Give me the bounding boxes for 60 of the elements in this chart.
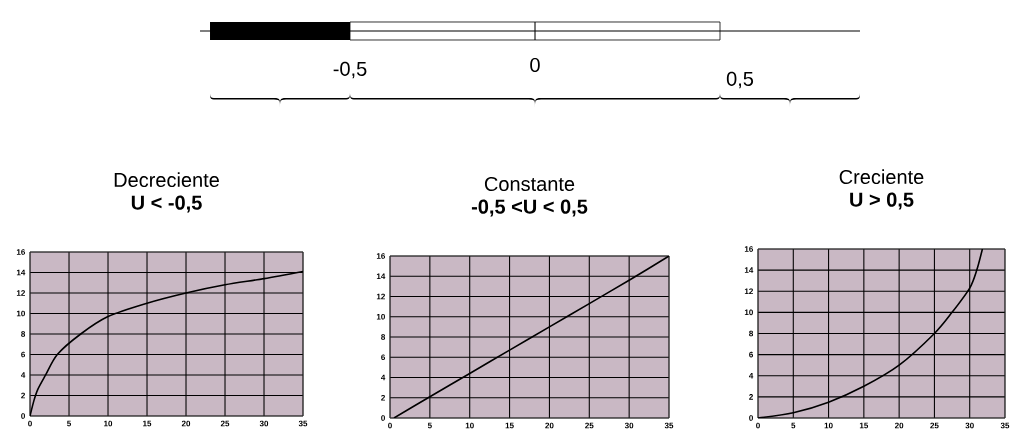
x-tick-label: 10 xyxy=(824,422,833,429)
y-tick-label: 6 xyxy=(381,354,386,361)
y-tick-label: 0 xyxy=(21,413,25,419)
x-tick-label: 0 xyxy=(756,422,760,429)
x-tick-label: 25 xyxy=(930,422,939,429)
y-tick-label: 2 xyxy=(749,394,753,400)
x-tick-label: 5 xyxy=(67,420,72,427)
x-tick-label: 25 xyxy=(585,422,594,429)
chart-subtitle: U < -0,5 xyxy=(131,195,202,213)
x-tick-label: 35 xyxy=(664,422,674,429)
y-tick-label: 14 xyxy=(16,269,26,276)
y-tick-label: 12 xyxy=(744,288,753,295)
y-tick-label: 8 xyxy=(21,331,26,337)
x-tick-label: 25 xyxy=(220,420,230,427)
y-tick-label: 2 xyxy=(381,394,385,401)
x-tick-label: 15 xyxy=(143,420,152,427)
x-tick-label: 35 xyxy=(1000,422,1010,429)
y-tick-label: 10 xyxy=(16,310,25,317)
y-tick-label: 4 xyxy=(380,374,386,381)
chart-title: Decreciente xyxy=(114,172,219,188)
text: 0,5 xyxy=(726,71,754,89)
x-tick-label: 0 xyxy=(388,422,392,429)
x-tick-label: 10 xyxy=(104,420,113,427)
x-tick-label: 5 xyxy=(791,422,796,429)
x-tick-label: 5 xyxy=(427,422,432,429)
y-tick-label: 6 xyxy=(749,351,753,358)
y-tick-label: 14 xyxy=(376,273,386,279)
y-tick-label: 0 xyxy=(749,415,753,421)
x-tick-label: 30 xyxy=(259,420,269,427)
y-tick-label: 10 xyxy=(376,313,385,320)
x-tick-label: 20 xyxy=(545,422,554,429)
x-tick-label: 15 xyxy=(859,422,869,429)
text: 0 xyxy=(530,57,540,73)
y-tick-label: 6 xyxy=(21,351,26,358)
chart-subtitle: U > 0,5 xyxy=(850,192,914,210)
y-tick-label: 4 xyxy=(748,372,754,379)
x-tick-label: 10 xyxy=(465,422,474,429)
chart-subtitle: -0,5 <U < 0,5 xyxy=(471,199,588,217)
x-tick-label: 35 xyxy=(298,420,308,427)
y-tick-label: 16 xyxy=(16,249,26,255)
chart-title: Constante xyxy=(484,176,575,192)
y-tick-label: 8 xyxy=(749,330,754,337)
text: -0,5 xyxy=(333,61,367,79)
chart-title: Creciente xyxy=(839,169,924,185)
x-tick-label: 0 xyxy=(28,420,32,427)
x-tick-label: 15 xyxy=(505,422,514,429)
y-tick-label: 14 xyxy=(744,267,754,273)
y-tick-label: 16 xyxy=(376,253,386,259)
x-tick-label: 30 xyxy=(624,422,634,429)
y-tick-label: 16 xyxy=(744,246,753,252)
x-tick-label: 20 xyxy=(894,422,904,429)
y-tick-label: 0 xyxy=(381,415,385,421)
y-tick-label: 12 xyxy=(16,290,25,296)
y-tick-label: 4 xyxy=(20,372,26,378)
y-tick-label: 12 xyxy=(376,293,385,300)
y-tick-label: 2 xyxy=(21,392,25,399)
x-tick-label: 30 xyxy=(965,422,974,429)
y-tick-label: 10 xyxy=(744,309,753,316)
y-tick-label: 8 xyxy=(381,334,386,340)
x-tick-label: 20 xyxy=(181,420,191,427)
